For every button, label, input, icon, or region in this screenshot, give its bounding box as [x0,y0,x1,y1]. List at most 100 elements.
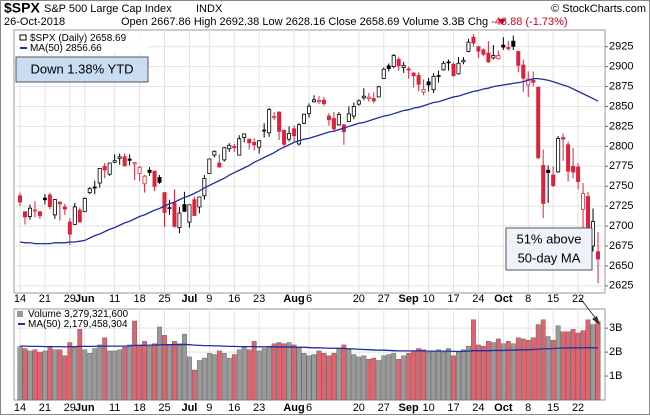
volume-bar [251,341,257,401]
quote-value: 2692.38 [220,16,260,28]
candle-body [117,156,122,159]
candle-body [297,124,302,145]
candle-body [62,206,67,210]
exchange: INDX [196,3,223,15]
legend-name: Volume [28,309,62,320]
volume-bar [132,320,138,401]
volume-bar [456,351,461,401]
candle-body [287,132,292,140]
quote-label: Volume [402,16,439,28]
volume-bar [461,349,466,401]
candle-body [82,198,87,213]
x-tick-label: Aug [283,293,304,305]
quote-value: 2667.86 [151,16,191,28]
volume-bar [226,357,232,401]
volume-bar [102,337,108,401]
candle-body [257,140,262,148]
volume-bar [241,347,247,401]
x-tick-label: 6 [306,402,312,414]
quote-label: Close [328,16,356,28]
candle-body [381,68,386,80]
candle-body [267,109,272,134]
volume-bar [122,347,128,401]
candle-body [97,167,102,184]
x-tick-label: Oct [494,293,513,305]
x-tick-label: Oct [494,402,513,414]
x-tick-label: 17 [447,402,459,414]
x-tick-label: 16 [228,402,240,414]
candle-body [22,211,27,218]
candle-body [566,144,571,172]
volume-bar [361,355,367,401]
candle-body [491,55,496,59]
volume-bar [391,353,397,401]
volume-bar [366,359,372,401]
volume-bar [57,349,63,401]
volume-bar [77,329,83,401]
candle-body [496,55,501,60]
candle-body [516,51,521,66]
volume-bar [32,349,38,401]
index-name: S&P 500 Large Cap Index [44,3,172,15]
overlay: $SPX (Daily) 2658.69 MA(50) 2856.66 Down… [15,33,600,330]
x-tick-label: 23 [253,402,265,414]
legend-name: $SPX (Daily) [30,33,87,44]
candle-body [401,65,406,68]
candle-body [37,211,42,217]
legend-value: 3,279,321,600 [64,309,128,320]
x-tick-label: 25 [158,402,170,414]
candle-body [107,162,112,175]
x-tick-label: 15 [547,293,559,305]
candle-body [77,209,82,223]
candle-body [356,100,361,105]
volume-bar [411,350,417,401]
quote-change: -46.88 (-1.73%) [491,16,567,28]
candle-body [316,99,321,103]
candle-body [167,207,172,210]
quote-label: Chg [468,16,488,28]
candle-body [436,75,441,77]
quote-value: 3.3B [442,16,465,28]
candle-body [576,166,581,182]
candle-body [172,202,177,227]
volume-bar [37,351,43,401]
x-tick-label: 18 [133,402,145,414]
volume-bar [515,337,521,401]
legend-ma: MA(50) 2856.66 [30,43,102,54]
x-tick-label: 27 [378,402,390,414]
x-tick-label: 9 [206,293,212,305]
candle-body [581,193,586,210]
volume-bar [221,353,227,401]
candle-body [142,175,147,185]
volume-bar [530,337,536,401]
volume-bar [301,353,307,401]
x-tick-label: 11 [109,293,120,305]
candle-body [521,64,526,79]
x-tick-label: 21 [39,402,51,414]
volume-ma-line [20,343,598,353]
volume-bar [172,341,177,401]
candle-body [177,212,182,229]
volume-bar [52,349,58,401]
volume-bar [92,348,98,401]
candle-body [132,162,137,165]
candle-body [212,150,217,156]
x-tick-label: 14 [14,402,26,414]
volume-bar [296,347,302,401]
candle-body [42,197,47,201]
y-tick-label: 2825 [609,120,633,132]
candle-body [406,68,411,71]
legend-value: 2,179,458,304 [64,319,128,330]
candle-body [361,95,366,99]
volume-bar [216,350,222,401]
legend-icon [17,311,23,317]
candle-body [122,156,127,167]
volume-bar [306,355,312,401]
legend-price: $SPX (Daily) 2658.69 [30,33,127,44]
volume-bar [505,341,511,401]
volume-bar [590,324,596,401]
candle-body [292,128,297,137]
candle-body [162,192,167,213]
volume-bar [396,359,402,401]
legend-value: 2856.66 [66,43,103,54]
